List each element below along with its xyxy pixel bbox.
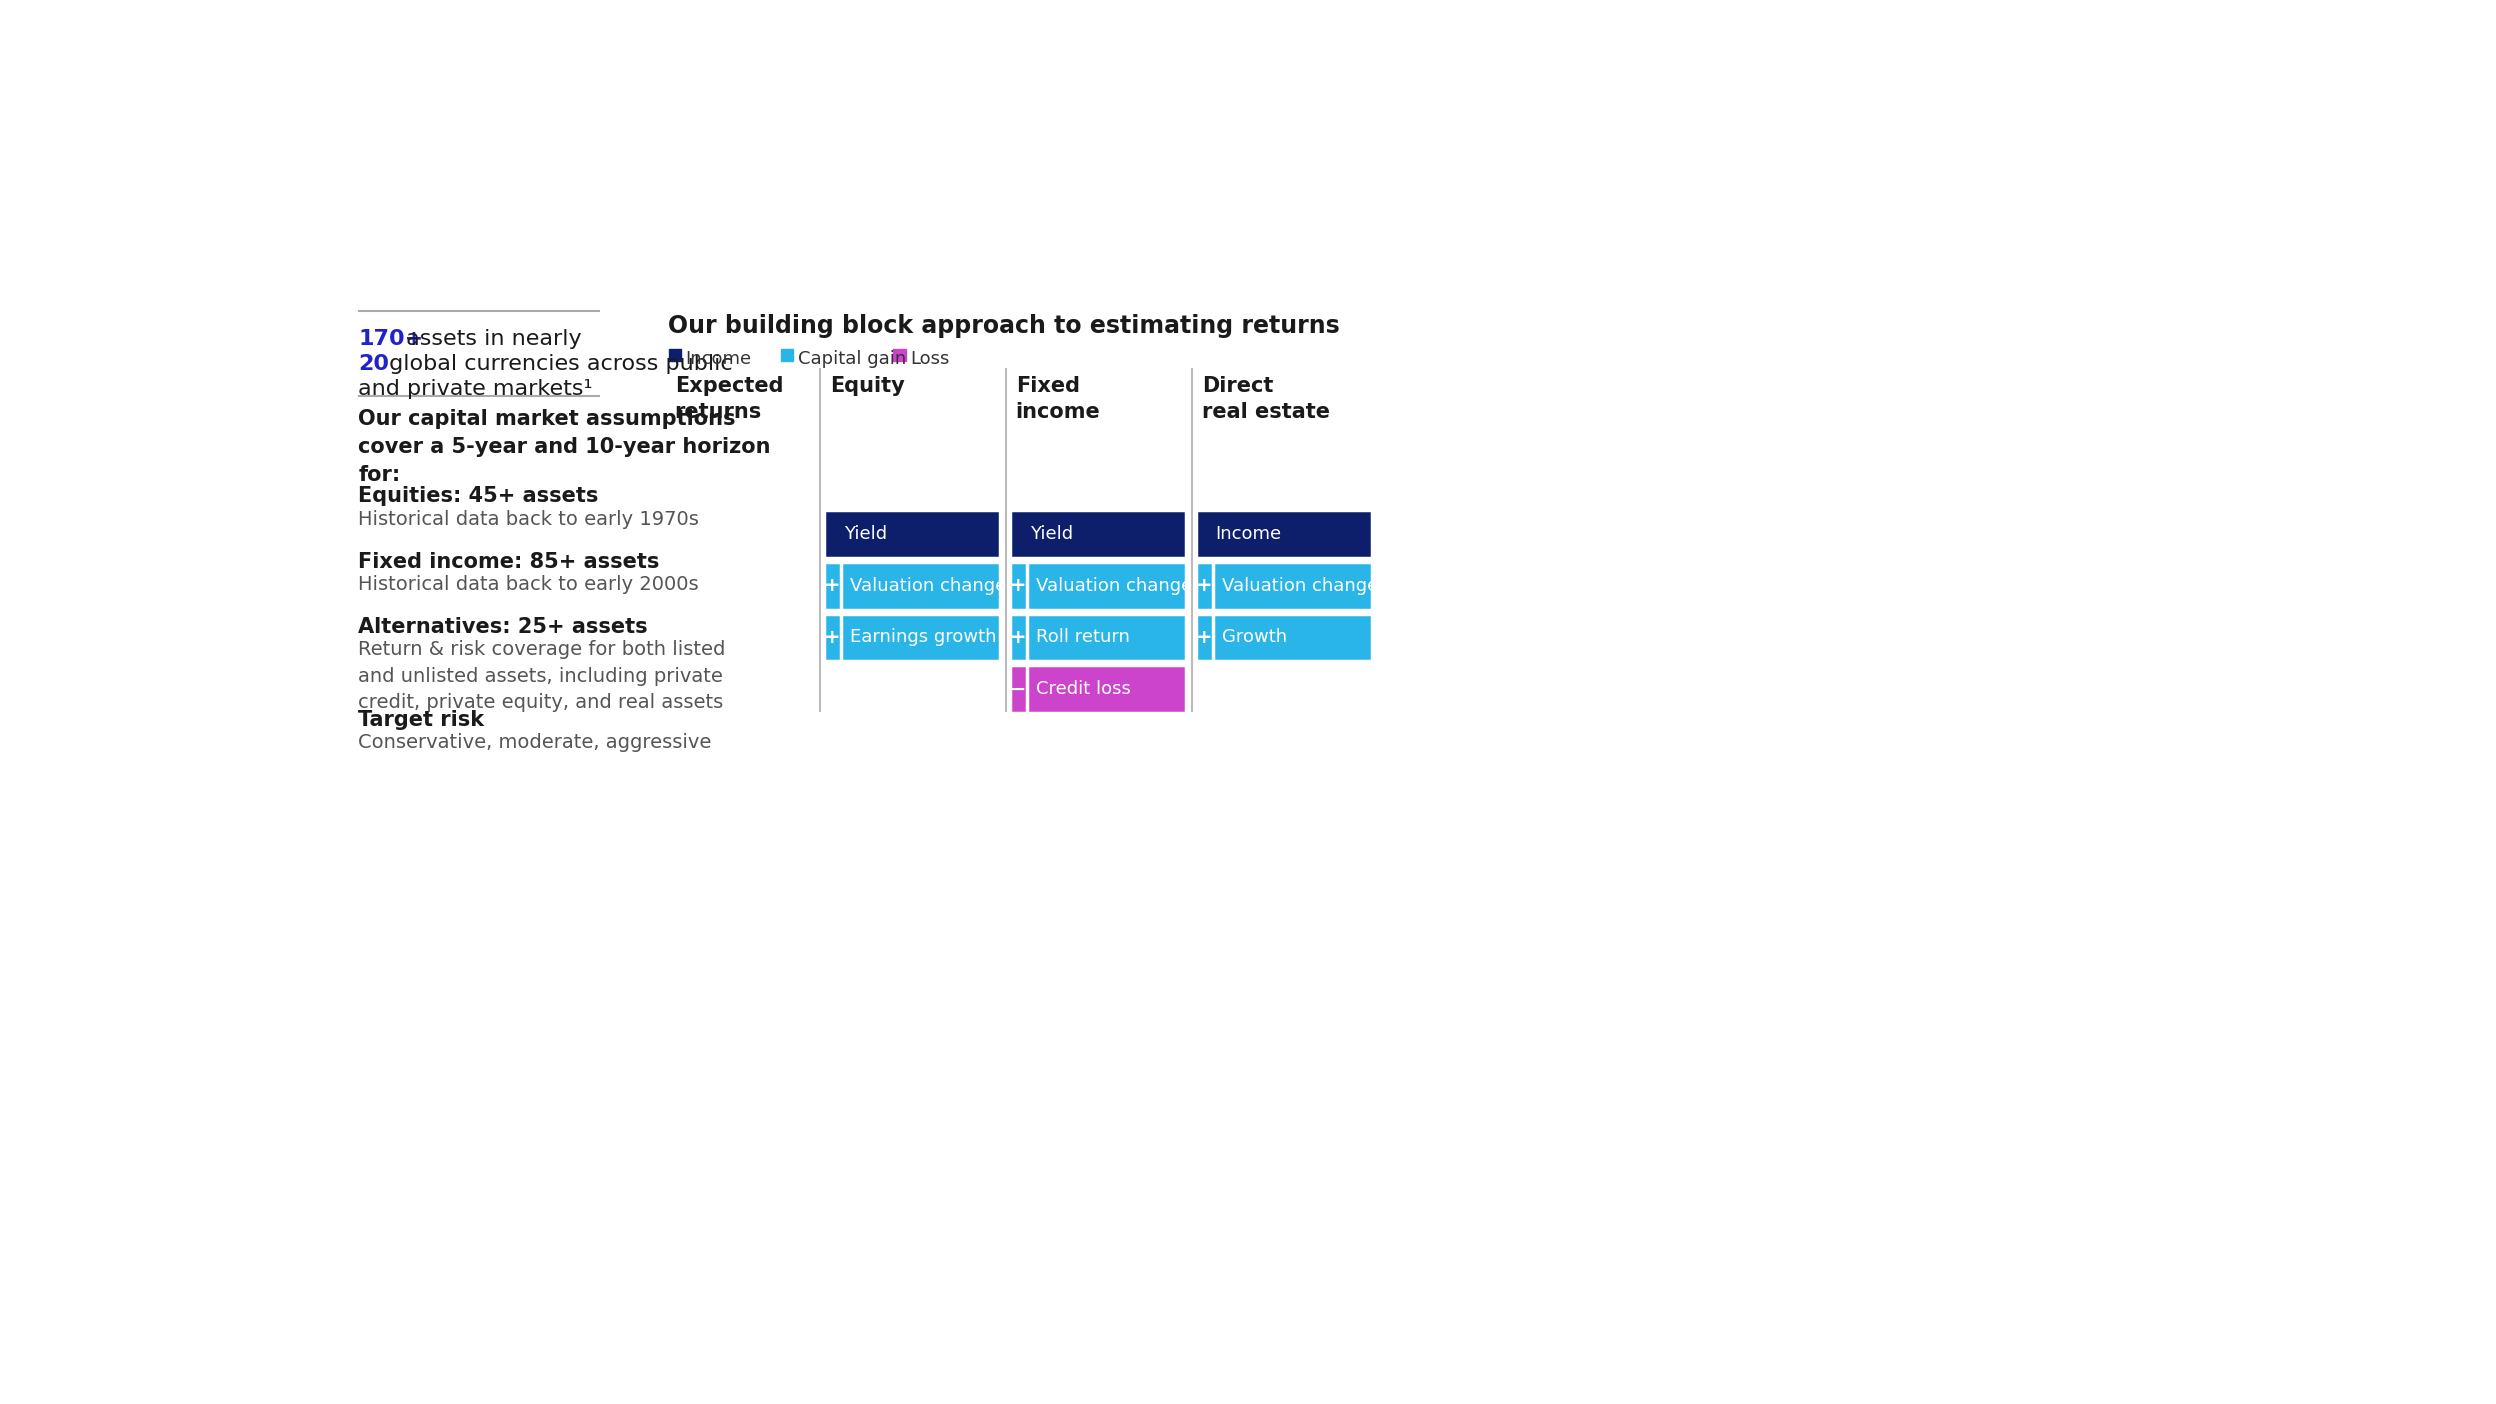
Text: Roll return: Roll return (1036, 629, 1131, 646)
Text: Loss: Loss (911, 350, 948, 368)
Text: +: + (1196, 576, 1213, 595)
Text: Fixed income: 85+ assets: Fixed income: 85+ assets (359, 552, 659, 571)
Text: Fixed
income: Fixed income (1016, 376, 1101, 423)
Text: +: + (824, 576, 841, 595)
Text: Yield: Yield (844, 525, 886, 543)
Text: Valuation change: Valuation change (1223, 577, 1378, 595)
Bar (1196, 511, 1373, 559)
Bar (1196, 614, 1373, 661)
Text: Growth: Growth (1223, 629, 1288, 646)
Text: Equity: Equity (829, 376, 904, 396)
Text: and private markets¹: and private markets¹ (359, 379, 594, 399)
Bar (824, 614, 841, 661)
Text: Income: Income (1216, 525, 1283, 543)
Bar (1196, 562, 1373, 609)
Bar (1196, 614, 1213, 661)
Text: Return & risk coverage for both listed
and unlisted assets, including private
cr: Return & risk coverage for both listed a… (359, 640, 726, 712)
Bar (824, 614, 1001, 661)
Text: Alternatives: 25+ assets: Alternatives: 25+ assets (359, 618, 649, 637)
Text: +: + (1011, 628, 1026, 647)
Text: global currencies across public: global currencies across public (382, 354, 731, 373)
Text: assets in nearly: assets in nearly (399, 330, 582, 350)
Text: Valuation change: Valuation change (1036, 577, 1193, 595)
Bar (1008, 665, 1186, 713)
Text: 170+: 170+ (359, 330, 424, 350)
Text: 20: 20 (359, 354, 389, 373)
Text: Our building block approach to estimating returns: Our building block approach to estimatin… (669, 314, 1340, 338)
Text: Target risk: Target risk (359, 710, 484, 730)
Text: +: + (824, 628, 841, 647)
Text: Historical data back to early 2000s: Historical data back to early 2000s (359, 576, 699, 594)
Text: Yield: Yield (1031, 525, 1073, 543)
Text: Equities: 45+ assets: Equities: 45+ assets (359, 487, 599, 507)
Bar (1196, 562, 1213, 609)
Text: +: + (1011, 576, 1026, 595)
Text: Direct
real estate: Direct real estate (1201, 376, 1330, 423)
Bar (1008, 511, 1186, 559)
Bar (1008, 614, 1186, 661)
Bar (824, 511, 1001, 559)
Bar (824, 562, 1001, 609)
Bar (894, 348, 906, 361)
Bar (1008, 665, 1026, 713)
Text: Valuation change: Valuation change (849, 577, 1006, 595)
Text: +: + (1196, 628, 1213, 647)
Text: −: − (1011, 680, 1026, 699)
Bar (1008, 562, 1026, 609)
Text: Expected
returns: Expected returns (674, 376, 784, 423)
Text: Conservative, moderate, aggressive: Conservative, moderate, aggressive (359, 733, 711, 753)
Bar (1008, 614, 1026, 661)
Bar (669, 348, 681, 361)
Text: Capital gain: Capital gain (799, 350, 906, 368)
Bar (824, 562, 841, 609)
Text: Our capital market assumptions
cover a 5-year and 10-year horizon
for:: Our capital market assumptions cover a 5… (359, 410, 771, 486)
Bar (1008, 562, 1186, 609)
Text: Historical data back to early 1970s: Historical data back to early 1970s (359, 510, 699, 528)
Text: Earnings growth: Earnings growth (849, 629, 996, 646)
Bar (781, 348, 794, 361)
Text: Income: Income (686, 350, 751, 368)
Text: Credit loss: Credit loss (1036, 680, 1131, 698)
